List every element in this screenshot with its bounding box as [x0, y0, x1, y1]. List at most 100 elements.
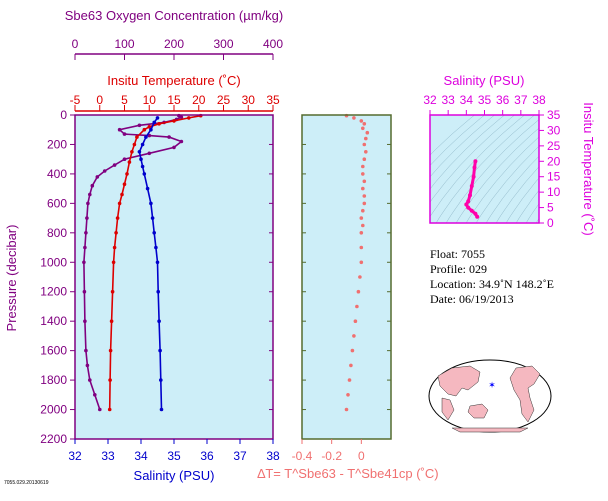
salinity-profile-point: [155, 260, 160, 265]
oxygen-profile-point: [88, 378, 92, 382]
delta-point: [361, 126, 365, 131]
oxygen-profile-point: [122, 157, 127, 161]
ts-density-contour: [515, 189, 539, 223]
ts-salinity-tick-label: 36: [496, 93, 510, 107]
temperature-tick-label: 30: [242, 93, 256, 107]
oxygen-profile-point: [86, 201, 90, 206]
oxygen-axis: 0 100 200 300 400: [72, 37, 283, 60]
ts-profile-point: [466, 199, 471, 204]
salinity-profile-point: [157, 319, 161, 324]
delta-tick-label: -0.2: [321, 449, 342, 463]
location-text: Location: 34.9˚N 148.2˚E: [430, 277, 554, 291]
ts-density-contour: [430, 115, 515, 203]
oxygen-tick-label: 200: [164, 37, 184, 51]
ts-density-contour: [430, 115, 495, 178]
ts-temperature-label: Insitu Temperature (˚C): [581, 102, 596, 235]
temperature-tick-label: 5: [121, 93, 128, 107]
pressure-tick-label: 400: [47, 167, 67, 181]
temperature-profile-point: [107, 407, 112, 412]
ts-temperature-tick-label: 25: [547, 139, 561, 153]
delta-point: [359, 245, 364, 250]
oxygen-profile-point: [84, 231, 88, 235]
delta-point: [365, 130, 370, 135]
ts-salinity-tick-label: 35: [478, 93, 492, 107]
oxygen-profile-point: [167, 135, 171, 139]
delta-point: [361, 164, 365, 169]
temperature-profile-point: [109, 319, 114, 324]
ts-density-contour: [475, 145, 539, 223]
map-land-antarctica: [451, 427, 529, 433]
oxygen-profile-point: [85, 216, 89, 220]
temperature-tick-label: 35: [266, 93, 280, 107]
oxygen-profile-point: [83, 245, 87, 250]
salinity-profile-point: [142, 172, 147, 176]
oxygen-profile-point: [84, 348, 88, 353]
ts-density-contour: [430, 115, 475, 156]
salinity-profile-point: [159, 407, 164, 412]
temperature-profile-point: [157, 122, 161, 126]
oxygen-tick-label: 300: [213, 37, 233, 51]
ts-salinity-tick-label: 34: [460, 93, 474, 107]
oxygen-profile-point: [117, 127, 122, 132]
ts-salinity-tick-label: 33: [441, 93, 455, 107]
delta-point: [353, 319, 358, 324]
pressure-tick-label: 2000: [40, 403, 67, 417]
delta-point: [364, 136, 368, 141]
map-land-asia: [437, 365, 481, 397]
delta-point: [361, 223, 365, 228]
salinity-tick-label: 34: [134, 449, 148, 463]
map-land-australia: [467, 403, 489, 419]
world-map: ✶: [428, 359, 552, 433]
ts-density-contour: [430, 115, 505, 190]
oxygen-profile-point: [98, 407, 102, 412]
salinity-profile-point: [144, 135, 148, 139]
oxygen-profile-point: [82, 260, 86, 265]
delta-point: [359, 231, 364, 235]
pressure-tick-label: 0: [60, 108, 67, 122]
ts-density-contour: [485, 155, 539, 223]
ts-density-contour: [435, 115, 535, 223]
ts-density-contours: [430, 115, 539, 223]
float-id: Float: 7055: [430, 247, 485, 261]
temperature-profile-point: [135, 135, 139, 139]
ts-temperature-tick-label: 10: [547, 185, 561, 199]
ts-density-contour: [430, 115, 485, 166]
temperature-profile-point: [147, 125, 152, 129]
delta-point: [361, 208, 365, 213]
temperature-profile-point: [114, 231, 118, 235]
temperature-profile-point: [132, 142, 137, 147]
pressure-tick-label: 800: [47, 226, 67, 240]
ts-density-contour: [465, 136, 539, 223]
delta-point: [362, 157, 367, 161]
temperature-tick-label: 15: [167, 93, 181, 107]
salinity-tick-label: 36: [200, 449, 214, 463]
oxygen-profile-point: [82, 289, 87, 294]
salinity-axis-label: Salinity (PSU): [134, 468, 215, 483]
temperature-profile-point: [125, 172, 129, 176]
ts-density-contour: [525, 203, 539, 223]
map-land-americas: [509, 365, 541, 423]
delta-tick-label: 0: [358, 449, 365, 463]
salinity-profile-point: [152, 231, 156, 235]
delta-panel-background: [302, 115, 391, 439]
delta-point: [344, 407, 349, 412]
delta-point: [364, 150, 368, 154]
salinity-profile-point: [140, 164, 145, 169]
delta-point: [358, 275, 362, 279]
pressure-tick-label: 1400: [40, 314, 67, 328]
oxygen-profile-point: [90, 183, 95, 188]
ts-density-contour: [455, 127, 539, 223]
ts-profile-point: [472, 165, 477, 170]
temperature-profile-point: [172, 119, 176, 123]
oxygen-profile-point: [147, 151, 152, 156]
pressure-tick-label: 200: [47, 137, 67, 151]
temperature-profile-point: [117, 201, 122, 206]
ts-temperature-tick-label: 0: [547, 216, 554, 230]
pressure-tick-label: 600: [47, 196, 67, 210]
pressure-tick-label: 1000: [40, 255, 67, 269]
date-text: Date: 06/19/2013: [430, 292, 514, 306]
oxygen-profile-point: [179, 139, 184, 144]
profile-panel-background: [75, 115, 273, 439]
ts-profile-point: [468, 193, 472, 198]
